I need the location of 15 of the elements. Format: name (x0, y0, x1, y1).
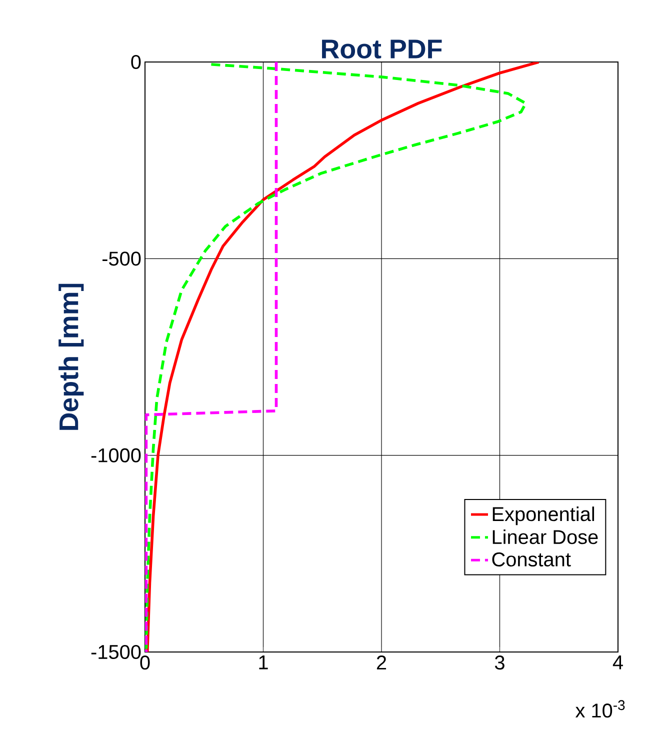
y-tick-label: 0 (131, 54, 141, 70)
legend-label: Constant (492, 552, 571, 566)
chart-title: Root PDF (322, 40, 442, 58)
x-tick-label: 2 (376, 656, 386, 670)
legend-label: Linear Dose (492, 529, 598, 544)
x-tick-label: 3 (494, 656, 504, 670)
x-tick-label: 1 (259, 656, 268, 670)
legend-label: Exponential (492, 506, 594, 526)
y-tick-label: -1000 (91, 448, 141, 462)
y-axis-title: Depth [mm] (58, 284, 84, 430)
y-tick-label: -500 (102, 252, 141, 266)
y-tick-label: -1500 (91, 644, 141, 660)
x-tick-label: 4 (612, 656, 623, 670)
x-tick-label: 0 (140, 656, 150, 670)
text: x 10$^{-3}$ (575, 700, 625, 718)
